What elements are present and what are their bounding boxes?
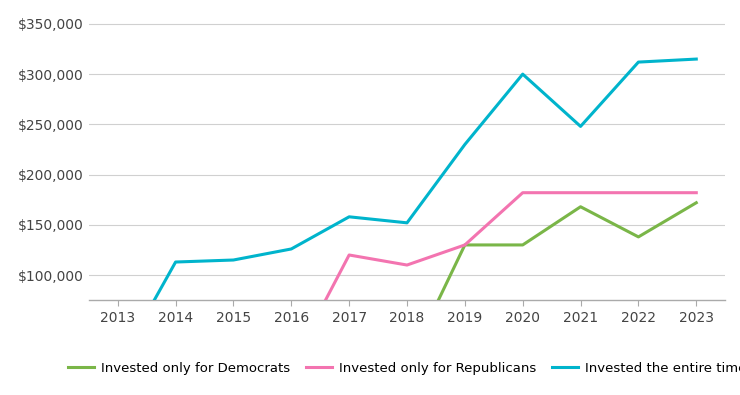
Invested only for Republicans (171, 363, 180, 368)
Invested only for Democrats (229, 363, 238, 368)
Invested the entire time (171, 260, 180, 264)
Invested the entire time (113, 363, 122, 368)
Invested only for Democrats (345, 363, 354, 368)
Invested only for Republicans (345, 253, 354, 258)
Invested the entire time (518, 72, 527, 77)
Invested only for Democrats (403, 363, 411, 368)
Invested only for Republicans (287, 363, 296, 368)
Line: Invested the entire time: Invested the entire time (118, 59, 696, 365)
Invested only for Democrats (634, 235, 643, 239)
Invested only for Republicans (229, 363, 238, 368)
Line: Invested only for Democrats: Invested only for Democrats (118, 203, 696, 365)
Invested the entire time (287, 246, 296, 251)
Invested only for Republicans (634, 190, 643, 195)
Invested only for Republicans (576, 190, 585, 195)
Invested the entire time (345, 214, 354, 219)
Invested the entire time (229, 258, 238, 262)
Invested only for Republicans (692, 190, 701, 195)
Invested only for Democrats (692, 200, 701, 205)
Invested the entire time (460, 142, 469, 147)
Invested only for Republicans (460, 243, 469, 247)
Invested only for Democrats (113, 363, 122, 368)
Invested only for Democrats (171, 363, 180, 368)
Invested only for Democrats (518, 243, 527, 247)
Invested only for Republicans (518, 190, 527, 195)
Invested the entire time (403, 220, 411, 225)
Invested the entire time (576, 124, 585, 129)
Invested the entire time (634, 60, 643, 64)
Invested only for Democrats (287, 363, 296, 368)
Invested only for Republicans (403, 263, 411, 267)
Invested only for Democrats (460, 243, 469, 247)
Legend: Invested only for Democrats, Invested only for Republicans, Invested the entire : Invested only for Democrats, Invested on… (63, 357, 740, 380)
Invested only for Republicans (113, 363, 122, 368)
Line: Invested only for Republicans: Invested only for Republicans (118, 193, 696, 365)
Invested the entire time (692, 57, 701, 62)
Invested only for Democrats (576, 204, 585, 209)
